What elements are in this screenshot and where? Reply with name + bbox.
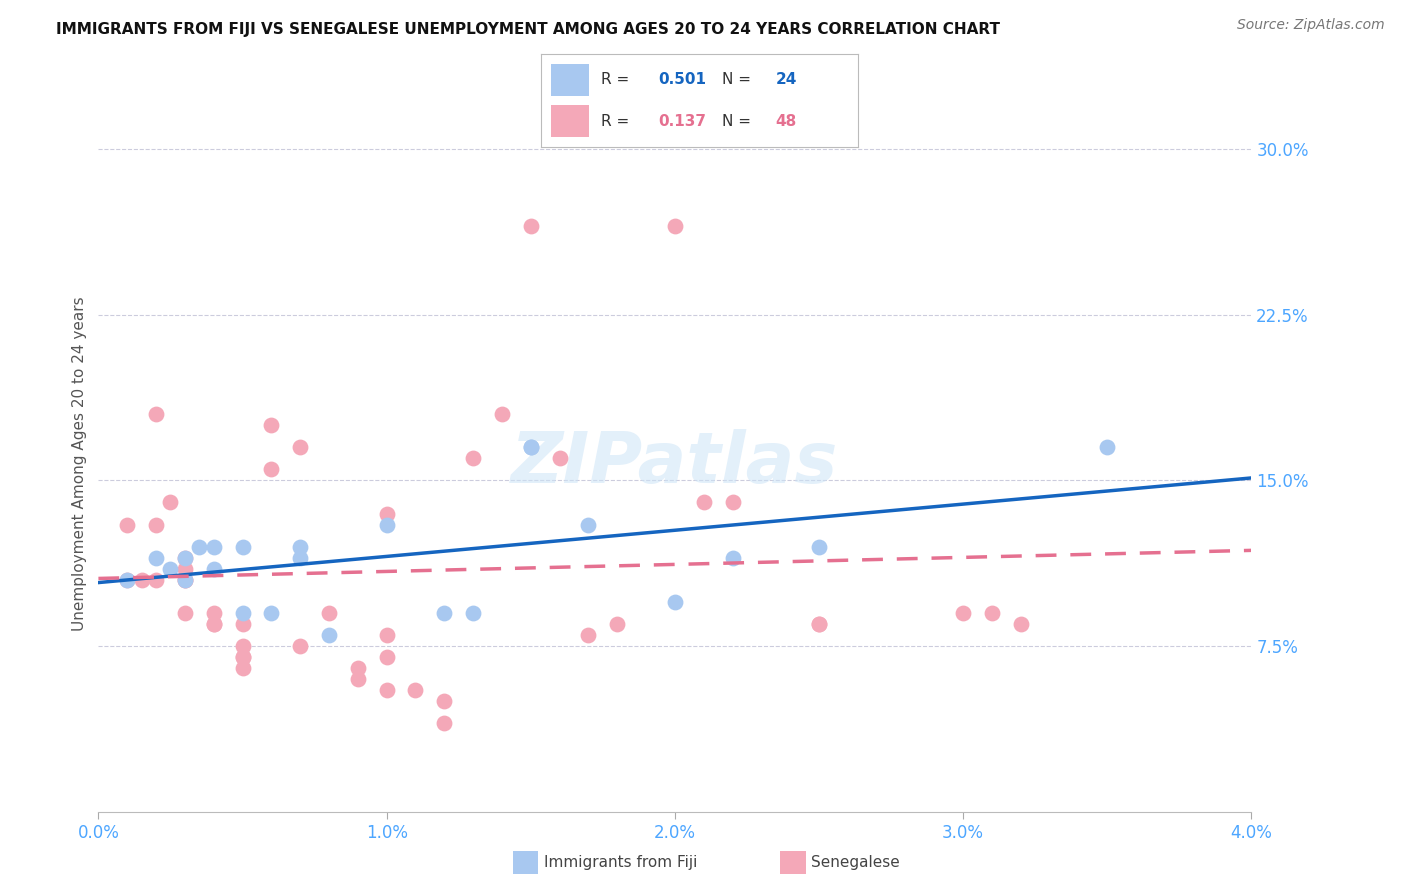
Point (174, 550, 197, 565)
Point (491, 407, 513, 421)
Point (231, 650, 254, 665)
Point (290, 440, 312, 454)
Point (1010, 617, 1032, 632)
Point (807, 617, 830, 632)
Point (145, 573, 167, 587)
Point (145, 550, 167, 565)
Point (548, 451, 571, 466)
Text: ZIPatlas: ZIPatlas (512, 429, 838, 499)
Point (290, 550, 312, 565)
Point (461, 606, 484, 620)
Point (131, 573, 153, 587)
Text: R =: R = (602, 71, 634, 87)
Point (433, 694, 456, 708)
Point (375, 650, 398, 665)
Point (807, 617, 830, 632)
Point (346, 661, 368, 675)
Point (231, 639, 254, 653)
Point (231, 540, 254, 554)
Point (318, 628, 340, 642)
Text: Source: ZipAtlas.com: Source: ZipAtlas.com (1237, 18, 1385, 32)
Point (159, 562, 181, 576)
Text: 0.501: 0.501 (658, 71, 706, 87)
Point (260, 606, 283, 620)
Text: N =: N = (721, 71, 755, 87)
Point (952, 606, 974, 620)
Point (260, 462, 283, 476)
Point (433, 606, 456, 620)
Point (318, 606, 340, 620)
Point (202, 617, 225, 632)
Text: IMMIGRANTS FROM FIJI VS SENEGALESE UNEMPLOYMENT AMONG AGES 20 TO 24 YEARS CORREL: IMMIGRANTS FROM FIJI VS SENEGALESE UNEMP… (56, 22, 1000, 37)
Point (174, 562, 197, 576)
Point (188, 540, 211, 554)
Text: N =: N = (721, 114, 755, 129)
Point (231, 606, 254, 620)
Point (202, 617, 225, 632)
Point (375, 628, 398, 642)
Point (578, 517, 600, 532)
Point (721, 495, 744, 509)
Point (664, 219, 686, 234)
Point (693, 495, 716, 509)
Point (346, 672, 368, 686)
Point (145, 517, 167, 532)
Y-axis label: Unemployment Among Ages 20 to 24 years: Unemployment Among Ages 20 to 24 years (72, 296, 87, 632)
Text: 48: 48 (776, 114, 797, 129)
Point (231, 617, 254, 632)
Point (159, 495, 181, 509)
Point (1097, 440, 1119, 454)
Point (174, 573, 197, 587)
Bar (551, 64, 589, 95)
Text: 24: 24 (776, 71, 797, 87)
Point (461, 451, 484, 466)
Point (807, 540, 830, 554)
Point (519, 440, 541, 454)
Point (578, 628, 600, 642)
Point (519, 440, 541, 454)
Point (664, 595, 686, 609)
Point (290, 639, 312, 653)
Point (202, 562, 225, 576)
Point (519, 219, 541, 234)
Point (117, 573, 138, 587)
Point (231, 650, 254, 665)
Point (202, 540, 225, 554)
Text: Senegalese: Senegalese (811, 855, 900, 870)
Point (375, 507, 398, 521)
Point (174, 573, 197, 587)
Point (375, 683, 398, 698)
Point (721, 550, 744, 565)
Point (145, 407, 167, 421)
Point (405, 683, 427, 698)
Point (290, 540, 312, 554)
Text: R =: R = (602, 114, 634, 129)
Point (231, 661, 254, 675)
Point (260, 418, 283, 433)
Point (174, 573, 197, 587)
Point (174, 606, 197, 620)
Point (202, 606, 225, 620)
Bar (551, 105, 589, 136)
Point (117, 573, 138, 587)
Point (375, 517, 398, 532)
Text: 0.137: 0.137 (658, 114, 706, 129)
Text: Immigrants from Fiji: Immigrants from Fiji (544, 855, 697, 870)
Point (606, 617, 628, 632)
Point (981, 606, 1004, 620)
Point (117, 517, 138, 532)
Point (433, 716, 456, 731)
Point (174, 550, 197, 565)
